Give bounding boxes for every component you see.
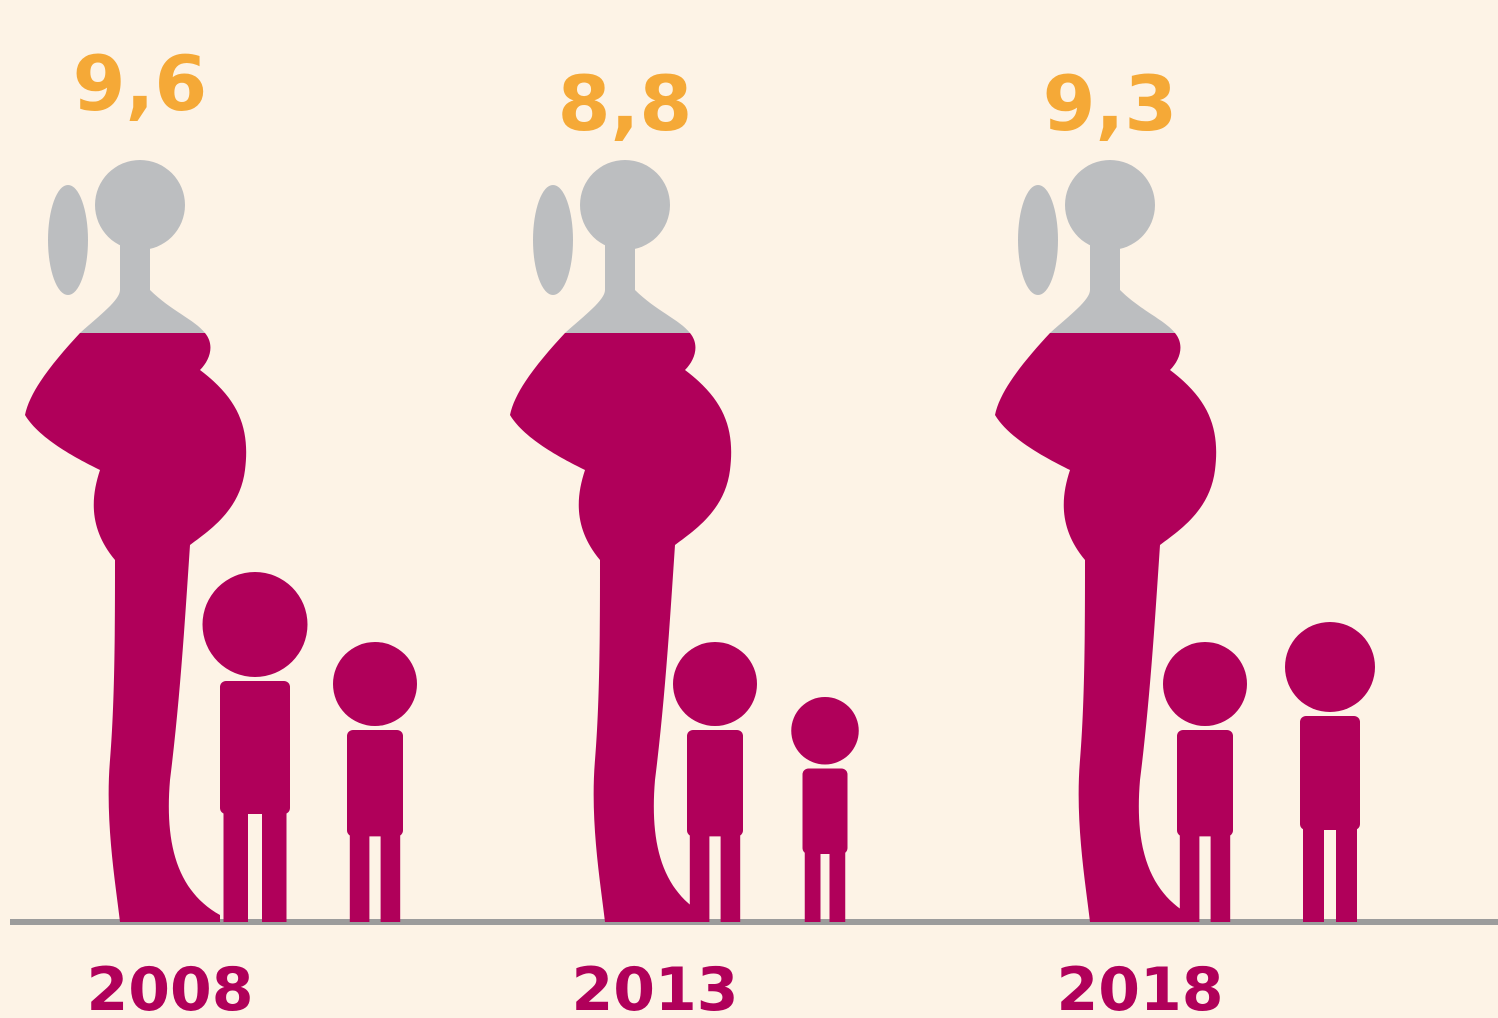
child-head [203, 572, 308, 677]
child-leg [805, 850, 821, 922]
value-label: 9,3 [1043, 59, 1178, 148]
value-label: 9,6 [73, 39, 208, 128]
child-leg [721, 832, 741, 922]
child-body [687, 730, 743, 836]
child-leg [1211, 832, 1231, 922]
category-label: 2008 [87, 955, 254, 1018]
child-body [220, 681, 290, 814]
value-label: 8,8 [558, 59, 693, 148]
child-leg [830, 850, 846, 922]
child-body [347, 730, 403, 836]
page: {"chart_data": {"type": "pictogram", "ca… [0, 0, 1498, 1018]
category-label: 2013 [572, 955, 739, 1018]
ponytail [1018, 185, 1058, 295]
child-head [333, 642, 417, 726]
chart: 9,6 2008 8,8 2013 9,3 2018 [0, 0, 1498, 1018]
child-leg [1180, 832, 1200, 922]
child-leg [381, 832, 401, 922]
child-body [1177, 730, 1233, 836]
category-label: 2018 [1057, 955, 1224, 1018]
child-leg [224, 810, 249, 922]
child-leg [1336, 826, 1357, 922]
child-head [1163, 642, 1247, 726]
head [580, 160, 670, 250]
child-body [803, 769, 848, 855]
ponytail [48, 185, 88, 295]
child-body [1300, 716, 1360, 830]
child-head [1285, 622, 1375, 712]
child-leg [350, 832, 370, 922]
head [95, 160, 185, 250]
child-head [791, 697, 859, 765]
child-leg [262, 810, 287, 922]
child-head [673, 642, 757, 726]
child-leg [690, 832, 710, 922]
head [1065, 160, 1155, 250]
ponytail [533, 185, 573, 295]
child-leg [1303, 826, 1324, 922]
